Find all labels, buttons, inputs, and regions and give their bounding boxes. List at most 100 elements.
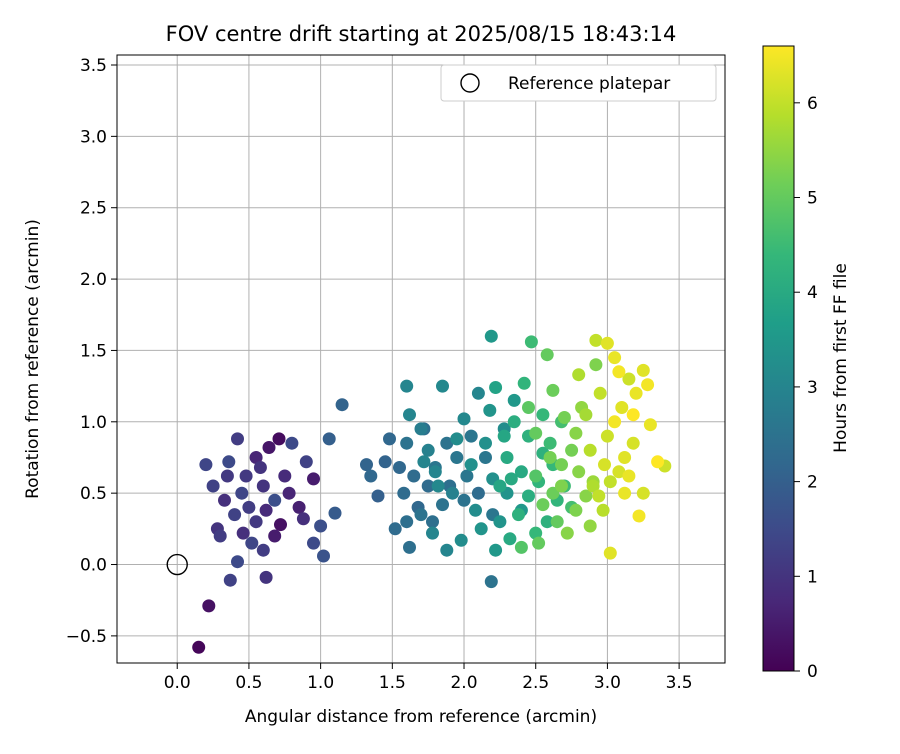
data-point [536, 408, 550, 422]
data-point [529, 426, 543, 440]
data-point [378, 455, 392, 469]
data-point [636, 363, 650, 377]
data-point [421, 443, 435, 457]
y-axis-ticks: −0.5 0.0 0.5 1.0 1.5 2.0 2.5 3.0 3.5 [66, 56, 117, 647]
data-point [471, 386, 485, 400]
data-point [579, 408, 593, 422]
data-point [218, 493, 231, 507]
data-point [202, 599, 216, 613]
data-point [364, 469, 378, 483]
colorbar-ticks: 0 1 2 3 4 5 6 [794, 94, 818, 682]
data-point [517, 376, 531, 390]
data-point [583, 519, 597, 533]
data-point [292, 500, 306, 514]
data-point [199, 458, 213, 472]
data-point [450, 432, 464, 446]
data-point [522, 401, 535, 414]
data-point [532, 536, 546, 550]
data-point [555, 458, 568, 472]
data-point [615, 401, 629, 414]
data-point [403, 408, 416, 422]
plot-frame [116, 54, 726, 664]
data-point [256, 543, 270, 557]
data-point [603, 475, 617, 489]
data-point [235, 486, 249, 500]
reference-platepar-marker [166, 553, 188, 576]
data-point [464, 429, 478, 443]
y-tick-label: −0.5 [66, 627, 107, 647]
data-point [550, 515, 564, 529]
chart-title: FOV centre drift starting at 2025/08/15 … [166, 22, 677, 46]
data-point [503, 532, 517, 546]
data-point [493, 515, 507, 529]
colorbar-tick-label: 2 [807, 473, 818, 493]
data-point [192, 640, 206, 654]
data-point [608, 351, 622, 365]
data-point [307, 536, 320, 550]
data-point [497, 429, 511, 443]
data-point [245, 536, 259, 550]
data-point [514, 540, 528, 554]
data-point [479, 436, 492, 450]
data-point [393, 461, 406, 474]
data-point [629, 386, 643, 400]
data-point [600, 429, 614, 443]
data-point [600, 336, 614, 350]
data-point [400, 436, 414, 450]
data-point [586, 479, 600, 493]
data-point [632, 509, 646, 523]
data-point [565, 443, 579, 457]
data-point [278, 469, 292, 483]
data-point [450, 451, 464, 464]
data-point [262, 441, 276, 454]
data-point [253, 461, 267, 474]
y-tick-label: 1.0 [80, 413, 107, 433]
data-point [507, 415, 521, 429]
data-point [529, 469, 543, 483]
data-point [546, 486, 560, 500]
legend-label: Reference platepar [508, 74, 670, 94]
x-axis-label: Angular distance from reference (arcmin) [245, 707, 597, 727]
data-point [484, 575, 498, 589]
data-point [569, 426, 583, 440]
data-point [440, 436, 454, 450]
data-point [636, 486, 650, 500]
data-point [540, 515, 554, 529]
data-point [483, 403, 497, 417]
data-point [259, 503, 273, 517]
data-point [407, 469, 421, 483]
colorbar-tick-label: 4 [807, 283, 818, 303]
x-tick-label: 0.5 [235, 673, 262, 693]
data-point [560, 526, 574, 540]
x-tick-label: 2.0 [450, 673, 477, 693]
data-point [454, 533, 468, 547]
data-point [543, 436, 557, 450]
data-point [457, 412, 471, 426]
data-point [612, 465, 626, 479]
data-point [522, 489, 535, 503]
colorbar-frame [762, 45, 795, 672]
data-point [479, 451, 492, 464]
data-point [529, 526, 543, 540]
data-point [335, 398, 349, 412]
y-tick-label: 0.0 [80, 556, 107, 576]
data-point [469, 503, 482, 517]
data-point [536, 498, 550, 512]
data-point [557, 411, 571, 424]
data-point [403, 540, 416, 554]
x-tick-label: 3.5 [666, 673, 693, 693]
data-point [317, 549, 330, 563]
data-point [626, 408, 640, 422]
data-point [220, 469, 234, 483]
data-point [493, 479, 507, 493]
data-point [612, 365, 626, 379]
data-point [299, 455, 313, 469]
data-point [228, 508, 242, 522]
data-point [239, 469, 253, 483]
data-point [471, 486, 485, 500]
data-point [622, 372, 636, 386]
data-point [388, 522, 402, 536]
data-point [540, 348, 554, 362]
y-tick-label: 3.0 [80, 127, 107, 147]
